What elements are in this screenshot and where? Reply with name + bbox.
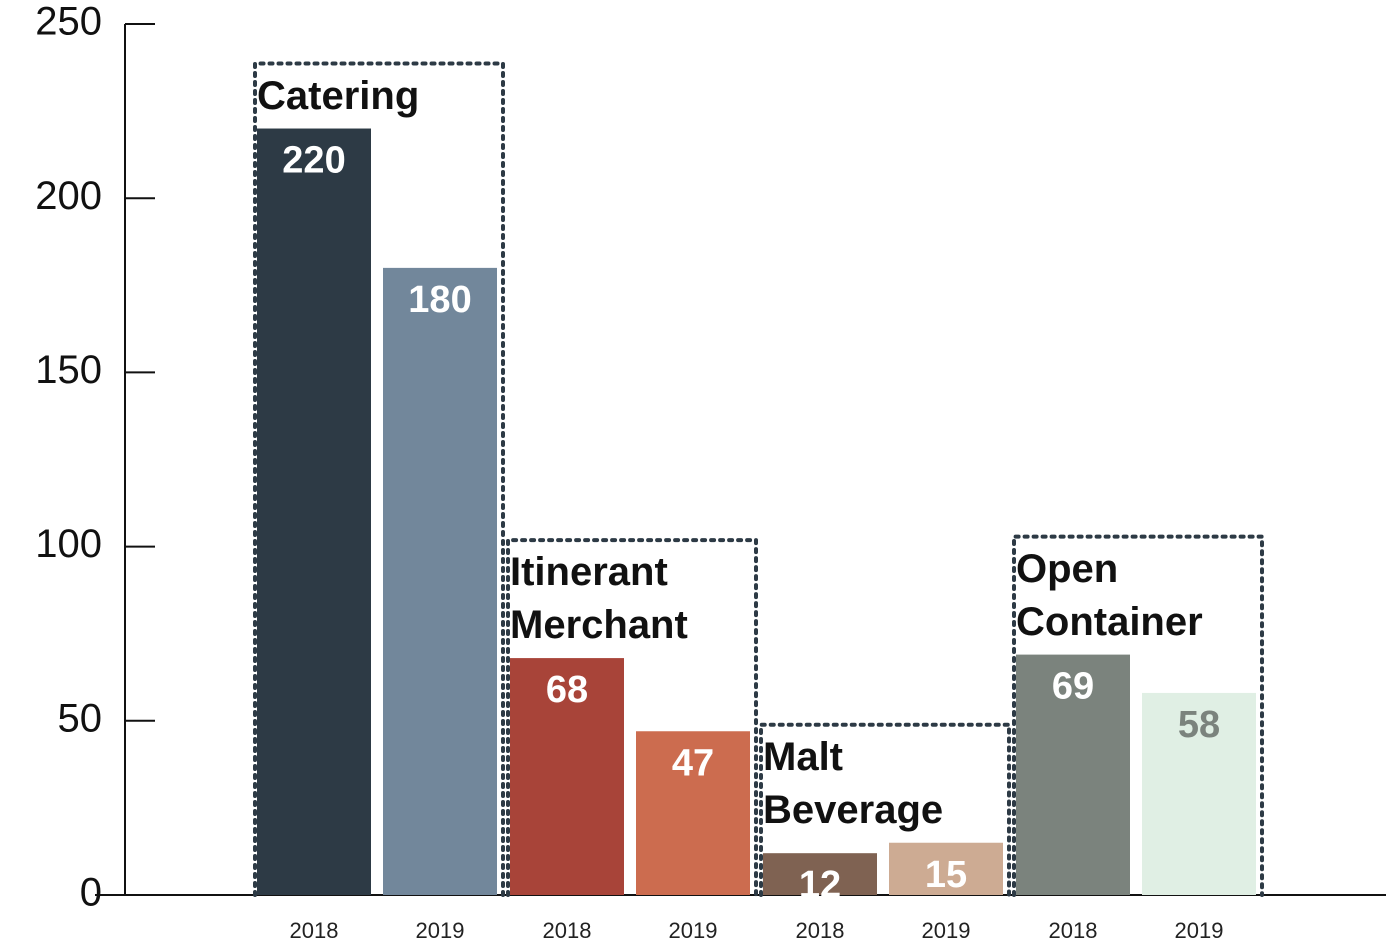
value-label: 58 <box>1178 704 1220 746</box>
x-tick-label: 2018 <box>290 918 339 943</box>
group-label: Itinerant Merchant <box>510 550 688 648</box>
group-box <box>506 538 758 897</box>
y-tick-label: 250 <box>35 0 102 44</box>
bar <box>257 128 371 895</box>
y-tick-label: 50 <box>58 696 103 740</box>
value-label: 220 <box>282 140 345 182</box>
value-label: 180 <box>408 279 471 321</box>
x-tick-label: 2018 <box>543 918 592 943</box>
group-label: Catering <box>257 73 420 118</box>
x-tick-label: 2019 <box>1175 918 1224 943</box>
x-tick-label: 2018 <box>796 918 845 943</box>
group-label: Malt Beverage <box>763 734 944 832</box>
value-label: 69 <box>1052 666 1094 708</box>
value-label: 47 <box>672 742 714 784</box>
value-label: 12 <box>799 864 841 906</box>
group-box <box>1012 534 1264 897</box>
bar <box>763 853 877 895</box>
bar <box>383 267 497 895</box>
bar <box>889 842 1003 895</box>
y-tick-label: 200 <box>35 174 102 218</box>
value-label: 15 <box>925 854 967 896</box>
y-tick-label: 150 <box>35 348 102 392</box>
x-tick-label: 2019 <box>416 918 465 943</box>
bar <box>1016 654 1130 895</box>
value-label: 68 <box>546 669 588 711</box>
bar <box>510 658 624 895</box>
x-tick-label: 2019 <box>669 918 718 943</box>
x-tick-label: 2019 <box>922 918 971 943</box>
group-box <box>759 722 1011 897</box>
bar <box>1142 692 1256 895</box>
y-tick-label: 0 <box>80 871 102 915</box>
group-box <box>253 61 505 897</box>
y-tick-label: 100 <box>35 522 102 566</box>
bar <box>636 731 750 895</box>
x-tick-label: 2018 <box>1049 918 1098 943</box>
group-label: Open Container <box>1016 546 1203 644</box>
